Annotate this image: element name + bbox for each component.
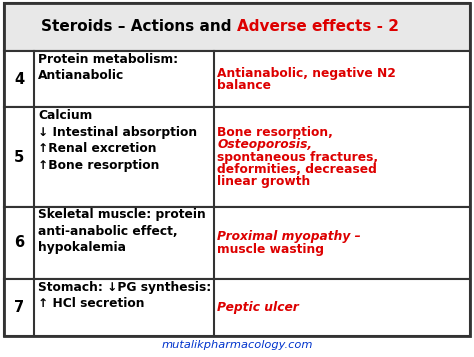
Text: Antianabolic, negative N2: Antianabolic, negative N2 bbox=[218, 67, 396, 80]
Bar bbox=[4, 3, 470, 51]
Text: Osteoporosis,: Osteoporosis, bbox=[218, 139, 312, 151]
Text: Calcium
↓ Intestinal absorption
↑Renal excretion
↑Bone resorption: Calcium ↓ Intestinal absorption ↑Renal e… bbox=[38, 109, 197, 172]
Text: Stomach: ↓PG synthesis:
↑ HCl secretion: Stomach: ↓PG synthesis: ↑ HCl secretion bbox=[38, 281, 211, 311]
Text: balance: balance bbox=[218, 79, 272, 92]
Text: Protein metabolism:
Antianabolic: Protein metabolism: Antianabolic bbox=[38, 53, 178, 82]
Text: 7: 7 bbox=[14, 300, 24, 315]
Text: muscle wasting: muscle wasting bbox=[218, 242, 325, 256]
Text: spontaneous fractures,: spontaneous fractures, bbox=[218, 151, 379, 164]
Text: Steroids – Actions and: Steroids – Actions and bbox=[41, 19, 237, 35]
Text: deformities, decreased: deformities, decreased bbox=[218, 163, 377, 176]
Bar bbox=[4, 107, 470, 207]
Text: 6: 6 bbox=[14, 236, 24, 251]
Text: mutalikpharmacology.com: mutalikpharmacology.com bbox=[161, 340, 313, 351]
Text: Adverse effects - 2: Adverse effects - 2 bbox=[237, 19, 399, 35]
Text: Skeletal muscle: protein
anti-anabolic effect,
hypokalemia: Skeletal muscle: protein anti-anabolic e… bbox=[38, 208, 206, 255]
Bar bbox=[4, 51, 470, 107]
Text: Proximal myopathy –: Proximal myopathy – bbox=[218, 230, 361, 243]
Bar bbox=[4, 207, 470, 279]
Text: linear growth: linear growth bbox=[218, 175, 311, 188]
Text: 4: 4 bbox=[14, 72, 24, 87]
Text: Peptic ulcer: Peptic ulcer bbox=[218, 301, 299, 314]
Text: 5: 5 bbox=[14, 150, 24, 165]
Text: Bone resorption,: Bone resorption, bbox=[218, 126, 333, 139]
Bar bbox=[4, 279, 470, 336]
